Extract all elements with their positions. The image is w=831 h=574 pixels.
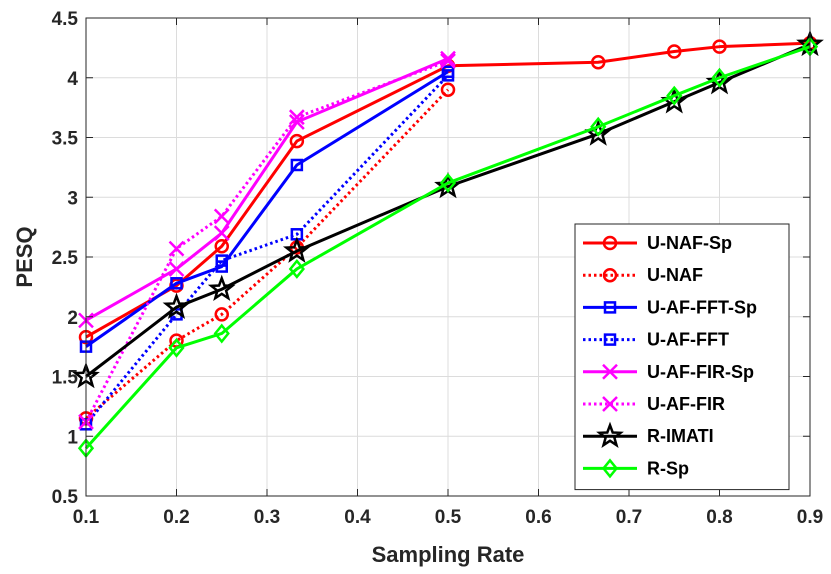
data-point-x bbox=[288, 109, 305, 126]
legend-label: U-NAF bbox=[647, 265, 703, 285]
legend-item-r-imati: R-IMATI bbox=[583, 421, 714, 449]
legend-label: U-AF-FIR-Sp bbox=[647, 362, 754, 382]
data-point-circle bbox=[214, 238, 229, 254]
data-point-circle bbox=[667, 44, 682, 59]
legend-marker-diamond bbox=[601, 458, 619, 479]
data-point-circle bbox=[712, 39, 727, 54]
legend-marker-x bbox=[602, 396, 618, 412]
legend-item-u-naf: U-NAF bbox=[583, 265, 703, 285]
legend-label: U-NAF-Sp bbox=[647, 233, 732, 253]
data-point-diamond bbox=[168, 337, 185, 358]
x-tick-label: 0.7 bbox=[616, 507, 642, 528]
data-point-circle bbox=[289, 133, 305, 149]
data-point-square bbox=[441, 69, 455, 82]
data-point-star bbox=[282, 236, 311, 263]
data-point-diamond bbox=[711, 67, 728, 88]
x-tick-label: 0.6 bbox=[525, 507, 551, 528]
axes: 0.1 0.2 0.3 0.4 0.5 0.6 0.7 0.8 0.9 0.5 1 1.5 2 2.5 3 3… bbox=[52, 9, 824, 528]
legend: U-NAF-Sp U-NAF U-AF-FFT-Sp U-AF-FFT U-AF-FIR… bbox=[574, 223, 790, 491]
legend-marker-x-stroke bbox=[602, 363, 618, 380]
y-tick-label: 2.5 bbox=[52, 248, 79, 269]
x-tick-label: 0.1 bbox=[73, 507, 100, 528]
series-line-u-naf bbox=[85, 88, 450, 420]
legend-item-r-sp: R-Sp bbox=[583, 458, 689, 478]
x-axis-title: Sampling Rate bbox=[372, 542, 525, 567]
y-tick-label: 4.5 bbox=[52, 9, 79, 30]
y-tick-label: 1 bbox=[67, 427, 78, 448]
data-point-x bbox=[168, 240, 185, 257]
data-point-diamond bbox=[439, 172, 457, 193]
legend-marker-x bbox=[602, 363, 618, 380]
legend-marker-x-stroke bbox=[602, 396, 618, 412]
data-point-diamond bbox=[288, 258, 305, 279]
data-point-x bbox=[440, 50, 456, 67]
legend-item-u-af-fft-sp: U-AF-FFT-Sp bbox=[583, 297, 757, 317]
y-tick-label: 4 bbox=[67, 69, 78, 90]
series-u-af-fir bbox=[78, 53, 456, 430]
x-tick-label: 0.3 bbox=[254, 507, 280, 528]
data-point-x bbox=[440, 53, 456, 69]
series-line-u-af-fft bbox=[84, 74, 450, 426]
data-point-circle bbox=[214, 307, 229, 322]
y-axis-title: PESQ bbox=[12, 226, 37, 287]
data-point-x-stroke bbox=[440, 53, 456, 69]
y-tick-label: 3.5 bbox=[52, 129, 79, 150]
data-point-diamond bbox=[666, 85, 683, 106]
legend-marker-square bbox=[603, 301, 617, 314]
data-point-x-stroke bbox=[213, 225, 230, 241]
data-point-star bbox=[207, 274, 236, 302]
legend-item-u-naf-sp: U-NAF-Sp bbox=[583, 233, 732, 253]
legend-marker-square bbox=[603, 333, 617, 346]
series-line-r-imati bbox=[85, 42, 811, 378]
x-tick-label: 0.4 bbox=[344, 507, 371, 528]
data-point-square bbox=[215, 254, 228, 267]
legend-item-u-af-fft: U-AF-FFT bbox=[583, 330, 729, 350]
legend-label: U-AF-FFT-Sp bbox=[647, 297, 757, 317]
x-tick-label: 0.2 bbox=[163, 507, 189, 528]
series-line-u-af-fir bbox=[84, 59, 449, 423]
y-tick-label: 1.5 bbox=[52, 368, 79, 389]
x-tick-label: 0.8 bbox=[706, 507, 732, 528]
data-point-x bbox=[213, 225, 230, 241]
data-point-diamond bbox=[213, 323, 230, 344]
data-point-diamond bbox=[590, 116, 607, 137]
data-point-x-stroke bbox=[288, 109, 305, 126]
legend-label: U-AF-FIR bbox=[647, 394, 725, 414]
legend-label: U-AF-FFT bbox=[647, 330, 729, 350]
x-tick-label: 0.9 bbox=[797, 507, 823, 528]
data-point-circle bbox=[440, 82, 456, 97]
legend-marker-circle bbox=[602, 267, 618, 283]
series-line-r-sp bbox=[84, 45, 811, 450]
legend-label: R-Sp bbox=[647, 458, 689, 478]
legend-marker-circle bbox=[602, 235, 618, 251]
y-tick-label: 0.5 bbox=[52, 487, 79, 508]
data-point-x-stroke bbox=[168, 240, 185, 257]
data-point-star bbox=[162, 292, 191, 319]
data-point-x bbox=[213, 208, 230, 225]
x-tick-label: 0.5 bbox=[435, 507, 462, 528]
data-point-x-stroke bbox=[440, 50, 456, 67]
data-point-x-stroke bbox=[168, 261, 185, 277]
data-point-square bbox=[170, 277, 183, 290]
series-u-af-fir-sp bbox=[78, 50, 456, 329]
data-point-x bbox=[168, 261, 185, 277]
data-point-x bbox=[288, 114, 305, 130]
legend-marker-star bbox=[596, 421, 624, 449]
legend-label: R-IMATI bbox=[647, 426, 714, 446]
legend-item-u-af-fir: U-AF-FIR bbox=[583, 394, 725, 414]
y-tick-label: 3 bbox=[67, 188, 78, 209]
legend-box bbox=[574, 223, 790, 491]
data-point-circle bbox=[590, 54, 606, 70]
data-point-x-stroke bbox=[213, 208, 230, 225]
legend-item-u-af-fir-sp: U-AF-FIR-Sp bbox=[583, 362, 754, 382]
data-point-square bbox=[290, 158, 304, 172]
y-tick-label: 2 bbox=[67, 308, 78, 329]
data-point-x-stroke bbox=[288, 114, 305, 130]
